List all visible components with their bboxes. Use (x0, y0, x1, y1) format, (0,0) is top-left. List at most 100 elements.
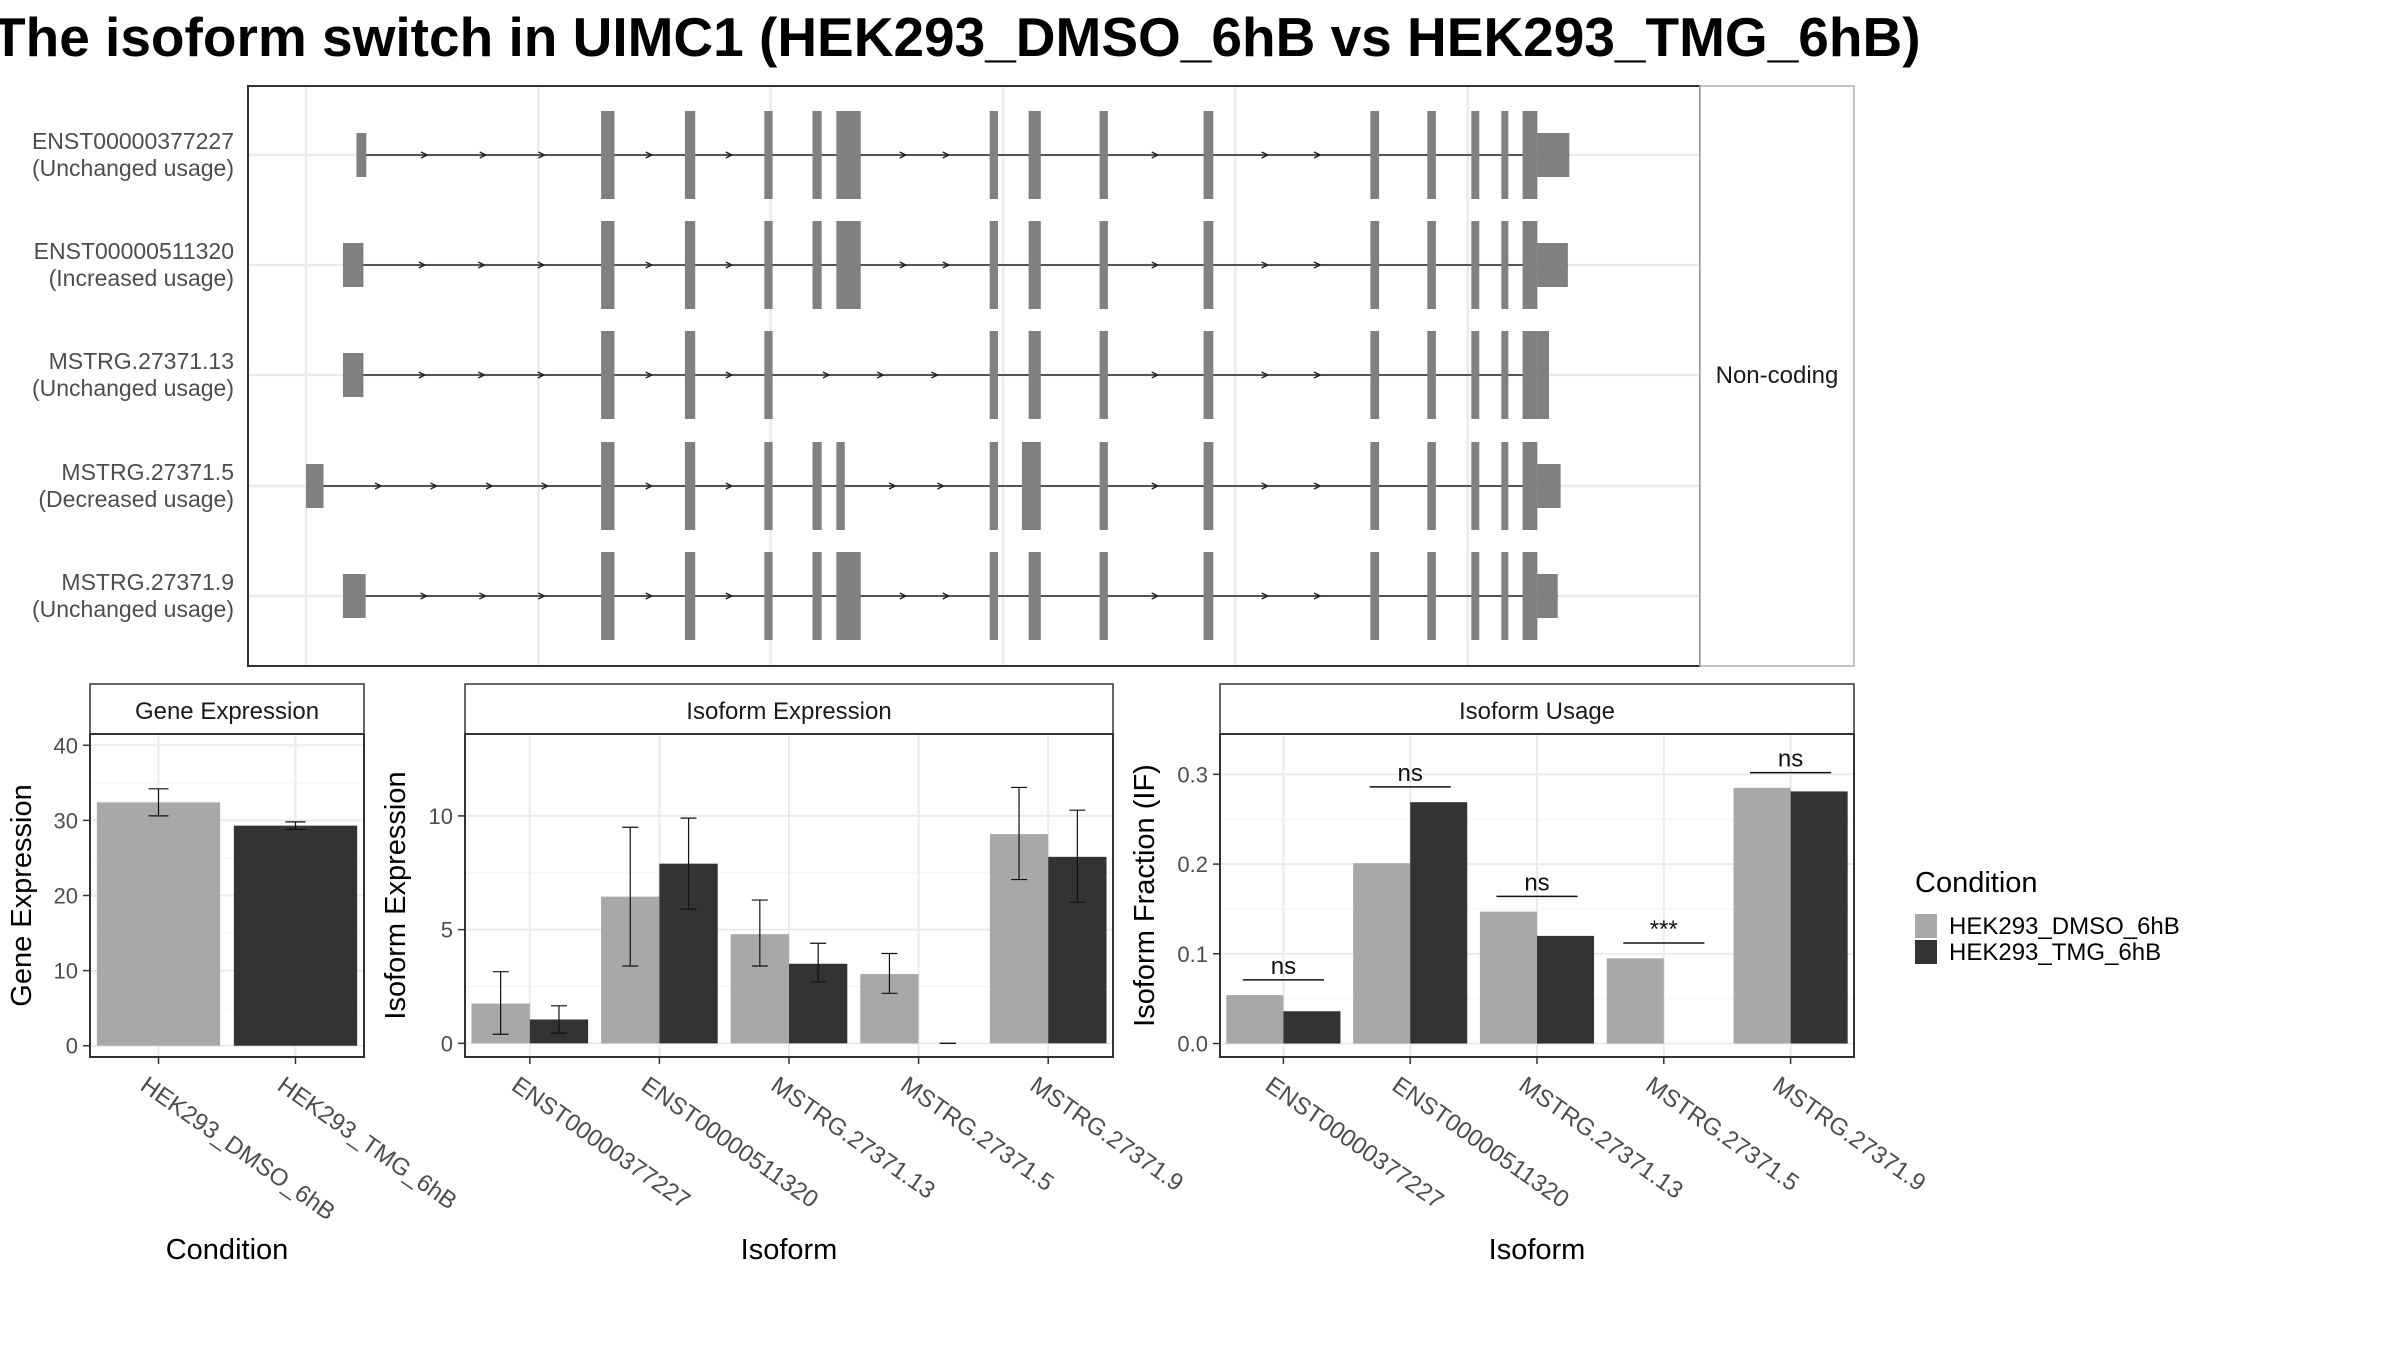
y-tick-label: 0.2 (1177, 852, 1208, 877)
exon-block (684, 111, 696, 199)
panel-strip (89, 683, 365, 735)
y-tick-label: 0.0 (1177, 1032, 1208, 1057)
transcript-usage-label: (Unchanged usage) (32, 596, 234, 622)
exon-block (836, 442, 845, 530)
exon-block (1427, 111, 1436, 199)
y-axis-title: Isoform Expression (380, 771, 412, 1019)
transcript-usage-label: (Unchanged usage) (32, 375, 234, 401)
bar (1733, 787, 1791, 1044)
intron-arrow (541, 482, 550, 490)
y-tick-label: 0 (66, 1034, 78, 1059)
exon-block (684, 331, 696, 419)
exon-block (1370, 221, 1380, 309)
intron-arrow (1151, 592, 1160, 600)
intron-arrow (899, 151, 908, 159)
exon-block (989, 111, 998, 199)
y-tick-label: 0.1 (1177, 942, 1208, 967)
intron-arrow (1151, 151, 1160, 159)
exon-block (1537, 133, 1570, 177)
exon-block (1203, 552, 1214, 640)
exon-block (601, 331, 615, 419)
transcript-track: MSTRG.27371.13(Unchanged usage) (32, 331, 1700, 419)
exon-block (1471, 221, 1480, 309)
exon-block (989, 552, 998, 640)
significance-label: *** (1650, 916, 1678, 943)
intron-arrow (477, 261, 486, 269)
intron-arrow (538, 151, 547, 159)
exon-block (601, 552, 615, 640)
bar-panel-3: Isoform Usage0.00.10.20.3nsnsns***nsENST… (1129, 683, 1931, 1266)
intron-arrow (725, 592, 734, 600)
bar-chart-panels: Gene Expression010203040HEK293_DMSO_6hBH… (6, 683, 1931, 1266)
intron-arrow (1261, 371, 1270, 379)
y-axis-title: Gene Expression (6, 784, 38, 1006)
exon-block (1501, 111, 1509, 199)
exon-block (1501, 221, 1509, 309)
transcript-track: MSTRG.27371.5(Decreased usage) (38, 442, 1700, 530)
facet-strip (1699, 85, 1855, 667)
exon-block (1099, 111, 1108, 199)
intron-arrow (931, 371, 940, 379)
intron-arrow (479, 151, 488, 159)
transcript-usage-label: (Increased usage) (49, 265, 234, 291)
exon-block (1427, 331, 1436, 419)
intron-arrow (942, 261, 951, 269)
transcript-id-label: ENST00000377227 (32, 128, 234, 154)
intron-arrow (725, 151, 734, 159)
intron-arrow (942, 592, 951, 600)
transcript-track: ENST00000377227(Unchanged usage) (32, 111, 1700, 199)
intron-arrow (645, 371, 654, 379)
exon-block (1370, 552, 1380, 640)
intron-arrow (645, 151, 654, 159)
intron-arrow (1313, 151, 1322, 159)
exon-block (1028, 221, 1041, 309)
transcript-id-label: MSTRG.27371.13 (49, 348, 234, 374)
intron-arrow (899, 592, 908, 600)
intron-arrow (899, 261, 908, 269)
intron-arrow (725, 371, 734, 379)
y-tick-label: 0.3 (1177, 762, 1208, 787)
exon-block (1203, 331, 1214, 419)
figure-title: The isoform switch in UIMC1 (HEK293_DMSO… (0, 6, 1921, 68)
legend-key-dmso (1915, 914, 1937, 938)
exon-block (1471, 331, 1480, 419)
exon-block (836, 111, 861, 199)
exon-block (1471, 442, 1480, 530)
intron-arrow (1151, 261, 1160, 269)
exon-block (1370, 111, 1380, 199)
exon-block (1028, 111, 1041, 199)
bar-panel-1: Gene Expression010203040HEK293_DMSO_6hBH… (6, 683, 462, 1266)
transcript-structure-panel: ENST00000377227(Unchanged usage)ENST0000… (32, 85, 1855, 667)
exon-block (356, 133, 367, 177)
exon-block (1203, 442, 1214, 530)
bar (1790, 791, 1848, 1044)
exon-block (1501, 552, 1509, 640)
exon-block (1021, 442, 1030, 530)
exon-block (989, 442, 998, 530)
bar (233, 825, 358, 1046)
exon-block (764, 111, 773, 199)
x-axis-title: Isoform (741, 1234, 838, 1266)
exon-block (1099, 331, 1108, 419)
intron-arrow (645, 592, 654, 600)
y-tick-label: 5 (441, 918, 453, 943)
panel-strip (1219, 683, 1855, 735)
y-tick-label: 10 (54, 959, 78, 984)
transcript-id-label: MSTRG.27371.9 (61, 569, 234, 595)
panel-title: Gene Expression (135, 698, 319, 725)
intron-arrow (1313, 261, 1322, 269)
significance-label: ns (1398, 760, 1423, 787)
bar (1479, 911, 1537, 1044)
exon-block (342, 243, 364, 287)
intron-arrow (485, 482, 494, 490)
intron-arrow (418, 371, 427, 379)
exon-block (1522, 442, 1538, 530)
transcript-track: MSTRG.27371.9(Unchanged usage) (32, 552, 1700, 640)
exon-block (1203, 111, 1214, 199)
exon-block (684, 221, 696, 309)
exon-block (1501, 442, 1509, 530)
intron-arrow (645, 261, 654, 269)
exon-block (1471, 552, 1480, 640)
intron-arrow (942, 151, 951, 159)
intron-arrow (479, 592, 488, 600)
